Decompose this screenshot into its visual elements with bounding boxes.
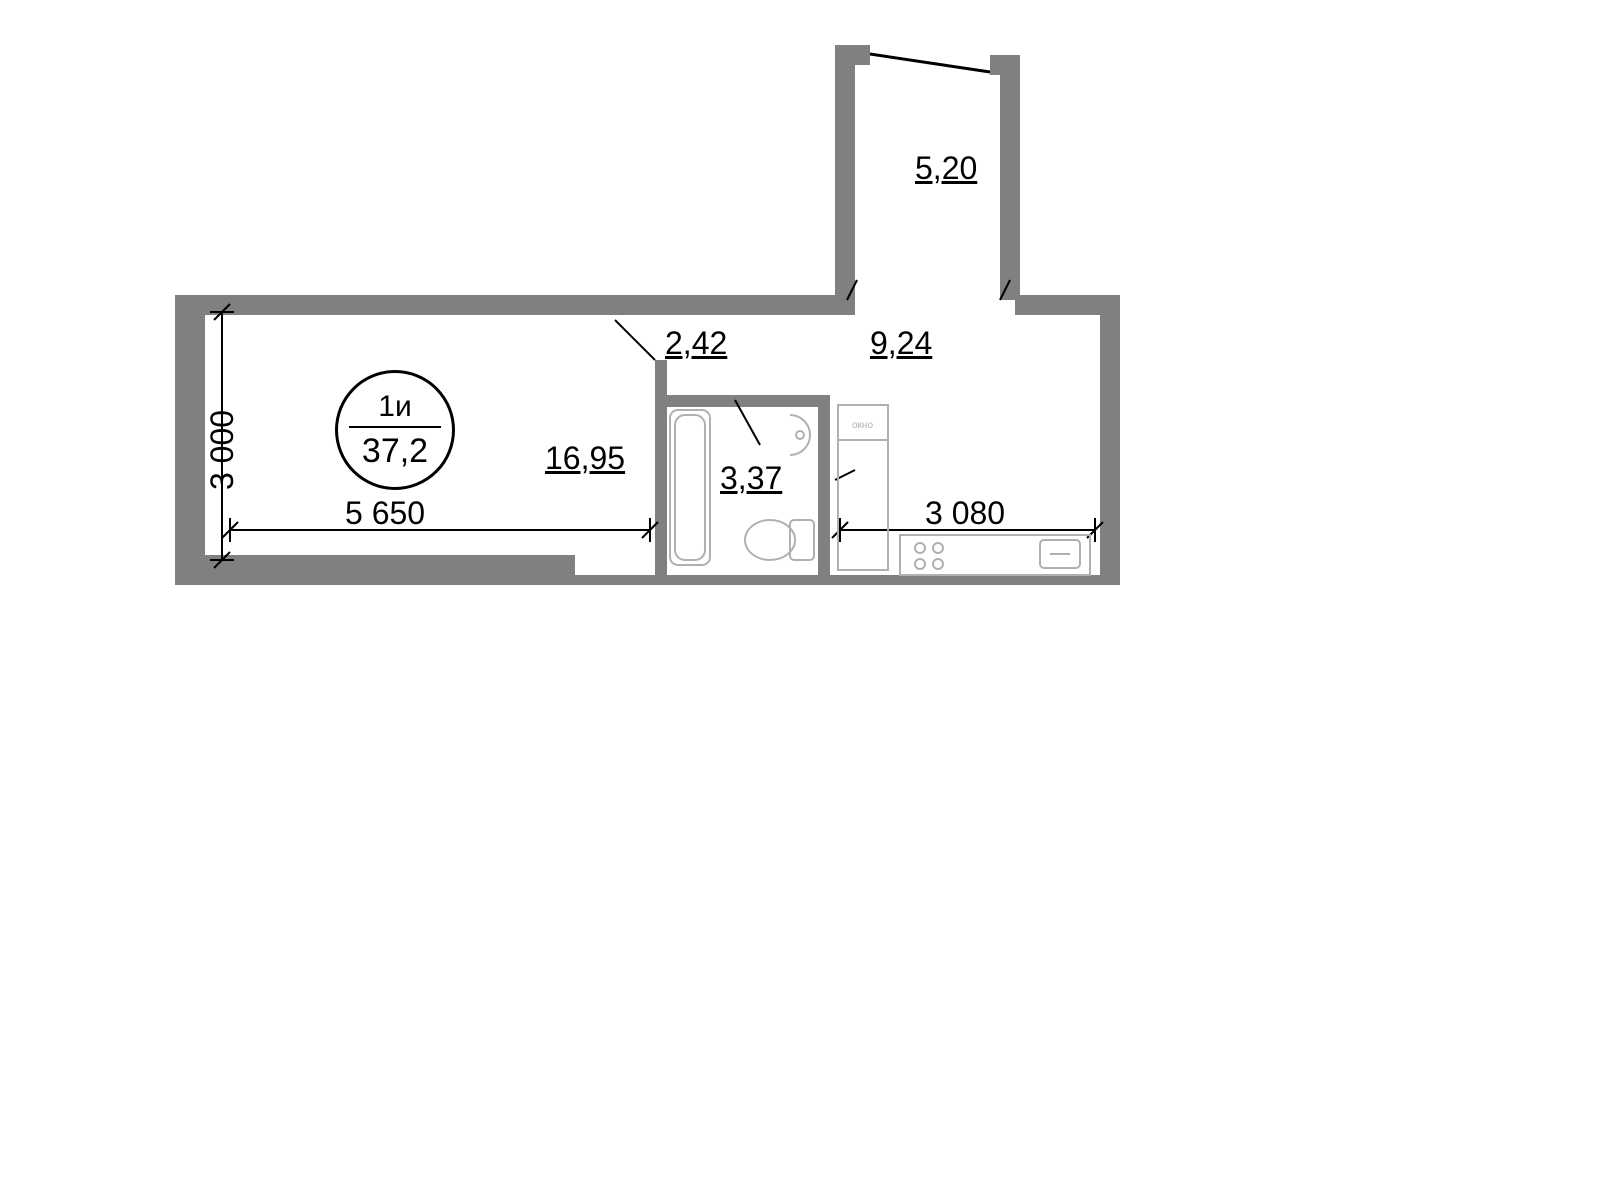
wall-segment [835,50,855,315]
unit-total-area: 37,2 [362,434,428,468]
wall-segment [1015,295,1120,315]
svg-text:окно: окно [852,420,873,431]
area-balcony: 5,20 [915,150,977,187]
dim-width-kitchen: 3 080 [925,495,1005,532]
wall-segment [835,45,870,65]
area-bathroom: 3,37 [720,460,782,497]
wall-segment [655,395,667,585]
floorplan-diagram: окно 1и 37,2 5,20 2,42 9,24 16,95 3,37 3… [0,0,1600,1200]
unit-type: 1и [378,392,411,422]
area-living: 16,95 [545,440,625,477]
area-kitchen: 9,24 [870,325,932,362]
wall-segment [1100,300,1120,585]
wall-segment [818,395,830,585]
wall-segment [655,395,830,407]
wall-segment [990,55,1020,75]
dim-height-left: 3 000 [204,410,241,490]
wall-segment [1000,62,1020,300]
balcony-top-edge [870,54,990,72]
area-hall: 2,42 [665,325,727,362]
floorplan-svg: окно [0,0,1600,1200]
dim-bottom-living [222,518,658,542]
wall-segment [175,295,845,315]
wall-segment [655,360,667,400]
wall-segment [175,300,195,585]
badge-divider [349,426,440,428]
kitchen-fixtures: окно [838,405,1090,575]
unit-badge: 1и 37,2 [335,370,455,490]
dim-width-living: 5 650 [345,495,425,532]
wall-segment [175,555,575,585]
